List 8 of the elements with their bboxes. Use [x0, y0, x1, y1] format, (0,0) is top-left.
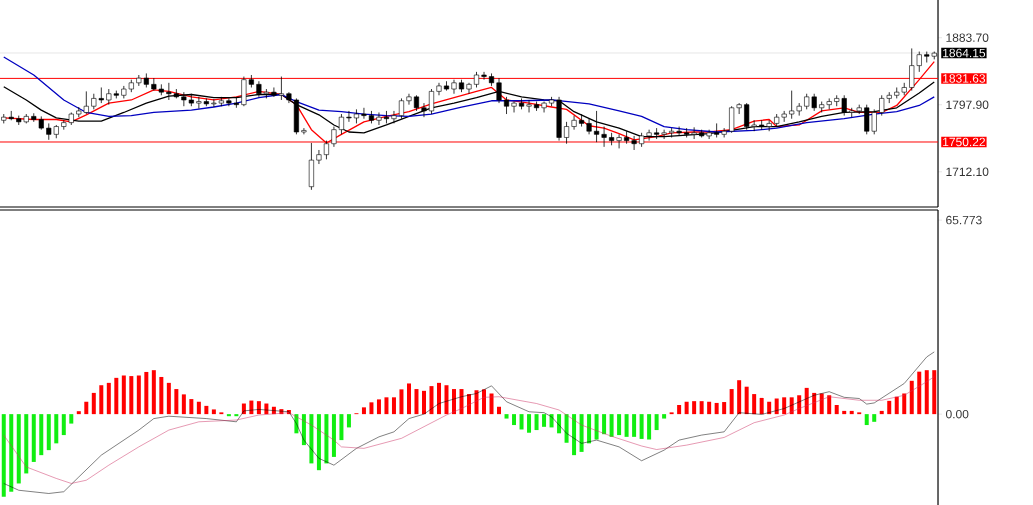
y-tick-label: 1712.10: [946, 167, 989, 177]
y-tick-label: 65.773: [946, 215, 982, 225]
y-tick-label: 1797.90: [946, 100, 989, 109]
ref-line-label: 1750.22: [943, 137, 985, 147]
y-tick-label: 1883.70: [946, 33, 989, 42]
ref-line-label: 1864.15: [943, 48, 986, 58]
ref-line-label: 1831.63: [943, 74, 986, 83]
y-tick-label: 0.00: [946, 409, 969, 419]
